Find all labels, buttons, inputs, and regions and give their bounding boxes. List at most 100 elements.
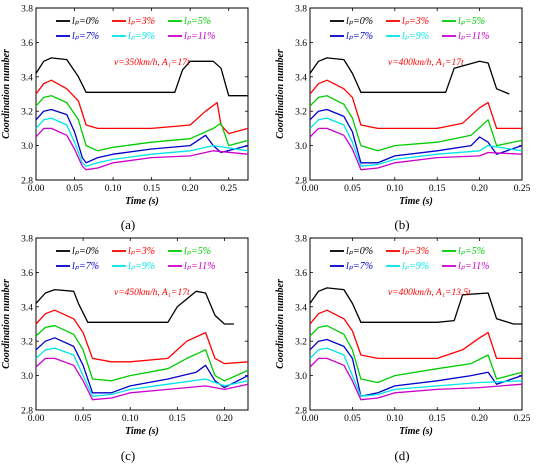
x-tick-label: 0.15 (169, 414, 186, 424)
series-line-1 (309, 287, 522, 325)
legend-label: lₚ=9% (402, 31, 429, 42)
x-axis-title: Time (s) (125, 196, 159, 207)
y-tick-label: 3.6 (295, 39, 307, 49)
y-axis-title: Coordination number (1, 279, 12, 369)
legend-label: lₚ=5% (184, 16, 211, 27)
chart-panel-3: 2.8 3.0 3.2 3.4 3.6 3.8 0.00 0.05 0.10 0.15 0.20 Ti… (1, 235, 249, 463)
legend-label: lₚ=9% (128, 261, 155, 272)
series-line-6 (35, 127, 249, 171)
y-tick-label: 3.4 (295, 73, 307, 83)
series-line-1 (309, 57, 510, 95)
x-tick-label: 0.20 (471, 184, 488, 194)
series-line-6 (35, 357, 249, 401)
condition-annotation: v=400km/h, A₁=13.5t (388, 288, 471, 298)
legend-label: lₚ=3% (402, 16, 429, 27)
x-axis-title: Time (s) (125, 426, 159, 437)
legend-label: lₚ=5% (184, 246, 211, 257)
legend-label: lₚ=7% (346, 31, 373, 42)
x-tick-label: 0.20 (216, 414, 233, 424)
y-tick-label: 3.2 (21, 338, 33, 348)
y-axis-title: Coordination number (275, 279, 286, 369)
legend-label: lₚ=11% (184, 261, 215, 272)
y-tick-label: 2.8 (21, 177, 33, 187)
legend-label: lₚ=7% (72, 261, 99, 272)
x-tick-label: 0.00 (28, 184, 45, 194)
legend-label: lₚ=7% (346, 261, 373, 272)
series-line-6 (309, 127, 523, 171)
x-tick-label: 0.10 (122, 414, 139, 424)
y-tick-label: 3.8 (21, 5, 33, 15)
x-tick-label: 0.10 (386, 184, 403, 194)
x-tick-label: 0.25 (220, 184, 237, 194)
x-tick-label: 0.05 (344, 184, 361, 194)
series-line-5 (309, 347, 523, 397)
legend-label: lₚ=5% (458, 16, 485, 27)
series-line-5 (309, 117, 523, 167)
series-line-1 (35, 288, 234, 325)
y-tick-label: 3.4 (295, 303, 307, 313)
panel-label: (d) (394, 448, 409, 463)
legend-label: lₚ=11% (458, 31, 489, 42)
y-tick-label: 3.6 (21, 269, 33, 279)
y-tick-label: 3.2 (295, 338, 307, 348)
y-tick-label: 3.4 (21, 73, 33, 83)
y-tick-label: 3.2 (295, 108, 307, 118)
y-tick-label: 3.8 (21, 235, 33, 245)
x-tick-label: 0.10 (386, 414, 403, 424)
y-tick-label: 3.8 (295, 235, 307, 245)
legend-label: lₚ=11% (458, 261, 489, 272)
series-line-2 (309, 79, 522, 130)
series-line-5 (35, 117, 249, 167)
y-tick-label: 3.0 (21, 372, 33, 382)
x-tick-label: 0.20 (182, 184, 199, 194)
x-tick-label: 0.05 (344, 414, 361, 424)
y-tick-label: 3.6 (295, 269, 307, 279)
legend-label: lₚ=3% (128, 16, 155, 27)
x-tick-label: 0.25 (514, 414, 531, 424)
series-line-4 (309, 108, 523, 164)
legend-label: lₚ=9% (402, 261, 429, 272)
legend-label: lₚ=3% (402, 246, 429, 257)
legend-label: lₚ=11% (184, 31, 215, 42)
series-line-4 (309, 338, 523, 397)
condition-annotation: v=350km/h, A₁=17t (114, 58, 190, 68)
series-line-3 (35, 325, 249, 382)
series-line-3 (309, 325, 523, 384)
y-tick-label: 3.2 (21, 108, 33, 118)
y-tick-label: 2.8 (295, 407, 307, 417)
series-line-4 (35, 337, 249, 394)
y-tick-label: 3.0 (21, 142, 33, 152)
series-line-3 (309, 95, 523, 152)
series-line-2 (35, 79, 249, 135)
y-tick-label: 2.8 (295, 177, 307, 187)
y-tick-label: 3.0 (295, 142, 307, 152)
y-tick-label: 2.8 (21, 407, 33, 417)
y-tick-label: 3.4 (21, 303, 33, 313)
series-line-1 (35, 57, 248, 97)
panel-label: (a) (121, 217, 135, 232)
chart-panel-4: 2.8 3.0 3.2 3.4 3.6 3.8 0.00 0.05 0.10 0.15 0.20 0.… (275, 235, 531, 464)
series-line-2 (35, 309, 249, 365)
x-tick-label: 0.15 (429, 414, 446, 424)
y-tick-label: 3.8 (295, 5, 307, 15)
x-tick-label: 0.05 (75, 414, 92, 424)
y-tick-label: 3.0 (295, 372, 307, 382)
series-line-5 (35, 347, 249, 397)
panel-label: (c) (121, 448, 135, 463)
x-tick-label: 0.00 (302, 184, 319, 194)
legend-label: lₚ=3% (128, 246, 155, 257)
y-axis-title: Coordination number (275, 49, 286, 139)
series-line-2 (309, 309, 522, 360)
condition-annotation: v=400km/h, A₁=17t (388, 58, 464, 68)
legend-label: lₚ=0% (346, 246, 373, 257)
series-line-3 (35, 95, 249, 152)
chart-panel-1: 2.8 3.0 3.2 3.4 3.6 3.8 0.00 0.05 0.10 0.15 0.20 0.… (1, 5, 249, 232)
series-line-6 (309, 357, 523, 401)
x-tick-label: 0.20 (471, 414, 488, 424)
x-axis-title: Time (s) (399, 196, 433, 207)
x-tick-label: 0.10 (105, 184, 122, 194)
x-tick-label: 0.15 (143, 184, 160, 194)
y-axis-title: Coordination number (1, 49, 12, 139)
legend-label: lₚ=0% (72, 246, 99, 257)
